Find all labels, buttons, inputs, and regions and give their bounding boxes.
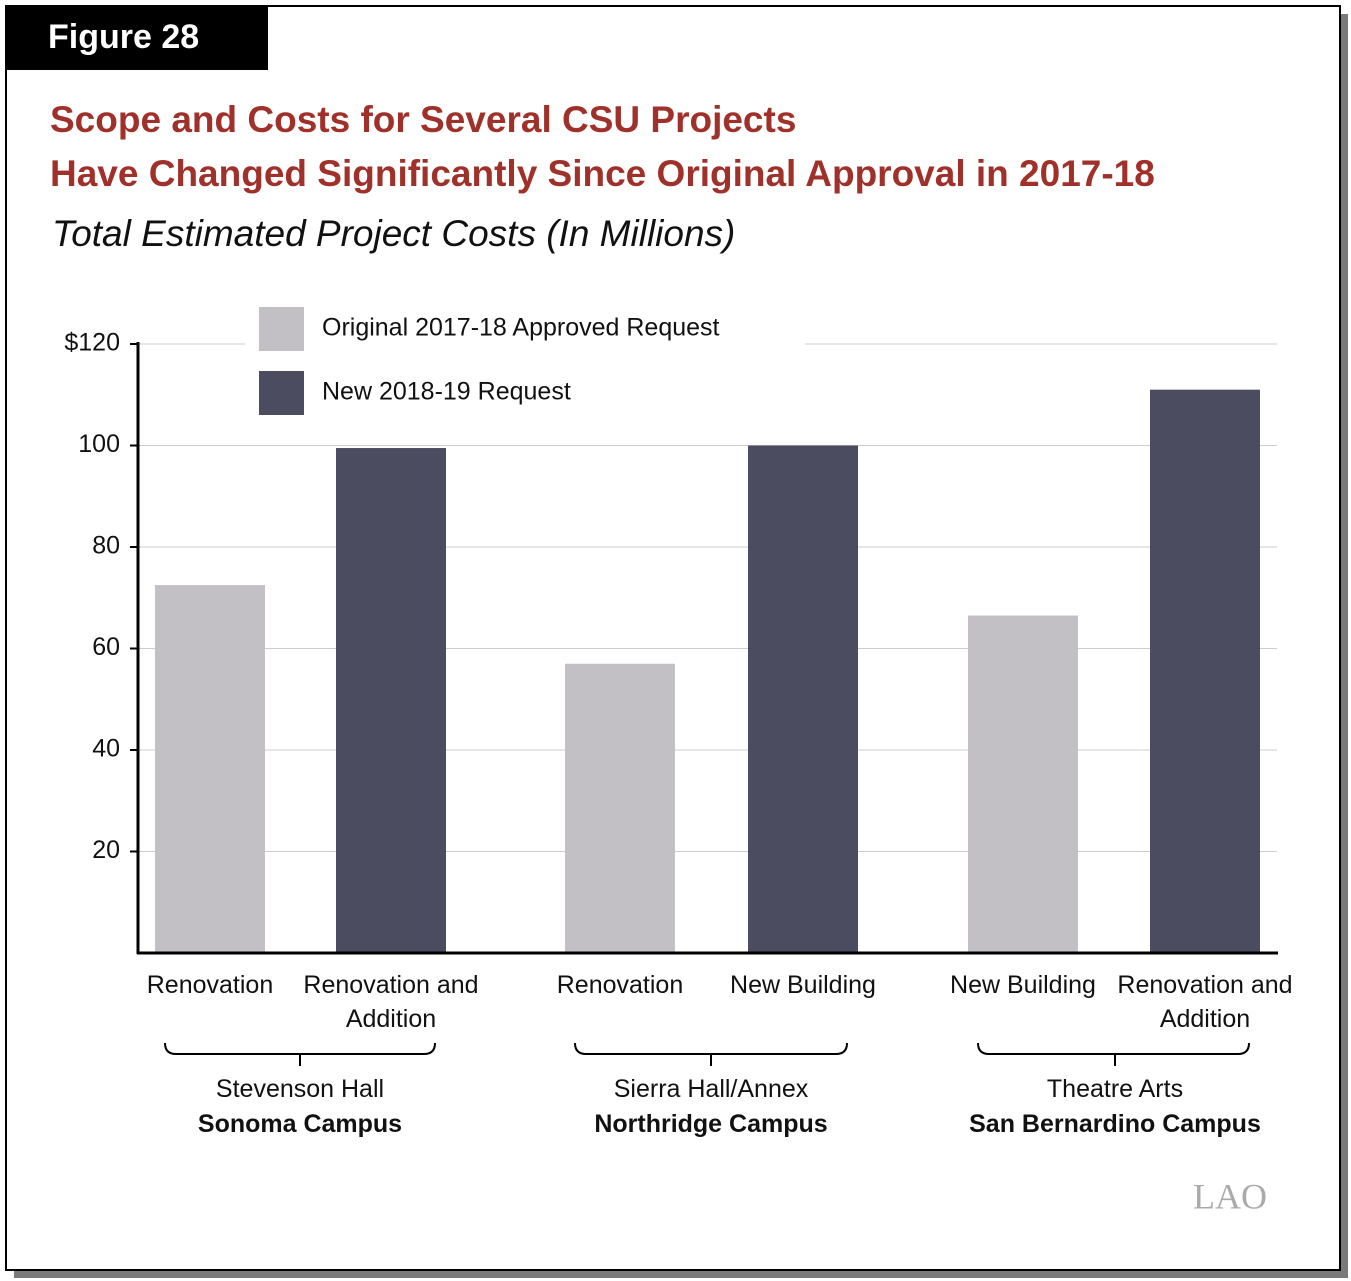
chart-subtitle: Total Estimated Project Costs (In Millio… xyxy=(52,213,735,254)
y-tick-label: 60 xyxy=(92,633,120,661)
chart-title: Scope and Costs for Several CSU Projects xyxy=(50,99,796,140)
group-label: Theatre Arts xyxy=(1046,1075,1184,1103)
campus-label: San Bernardino Campus xyxy=(969,1110,1261,1138)
logo: LAO xyxy=(1193,1176,1267,1216)
campus-label: Sonoma Campus xyxy=(197,1110,403,1138)
x-tick-label: Renovation and Addition xyxy=(1117,971,1293,1033)
bar xyxy=(1150,389,1260,953)
y-tick-label: 100 xyxy=(78,430,120,458)
group-label: Sierra Hall/Annex xyxy=(613,1075,809,1103)
figure-label-box xyxy=(6,6,268,70)
brace xyxy=(977,1042,1250,1066)
bar xyxy=(155,585,265,953)
x-tick-label: Renovation xyxy=(146,971,274,999)
group-braces xyxy=(164,1042,1250,1066)
campus-label: Northridge Campus xyxy=(594,1110,828,1138)
legend-label: Original 2017-18 Approved Request xyxy=(322,314,720,342)
x-tick-label: Renovation xyxy=(556,971,684,999)
x-tick-label: Renovation and Addition xyxy=(303,971,479,1033)
x-tick-label: New Building xyxy=(950,971,1096,999)
plot xyxy=(155,389,1260,953)
bar xyxy=(968,615,1078,953)
brace xyxy=(164,1042,436,1066)
legend-background xyxy=(245,300,805,425)
chart-title: Have Changed Significantly Since Origina… xyxy=(50,153,1155,194)
legend-swatch xyxy=(259,307,304,351)
grid xyxy=(138,343,1277,852)
y-tick-label: $120 xyxy=(64,329,120,357)
legend-swatch xyxy=(259,371,304,415)
bar xyxy=(565,663,675,953)
legend-label: New 2018-19 Request xyxy=(322,378,571,406)
bar xyxy=(336,448,446,953)
brace xyxy=(574,1042,848,1066)
y-tick-label: 20 xyxy=(92,836,120,864)
bar xyxy=(748,445,858,953)
x-tick-label: New Building xyxy=(730,971,876,999)
group-label: Stevenson Hall xyxy=(215,1075,385,1103)
y-tick-label: 40 xyxy=(92,735,120,763)
figure-label: Figure 28 xyxy=(48,18,199,56)
y-tick-label: 80 xyxy=(92,532,120,560)
